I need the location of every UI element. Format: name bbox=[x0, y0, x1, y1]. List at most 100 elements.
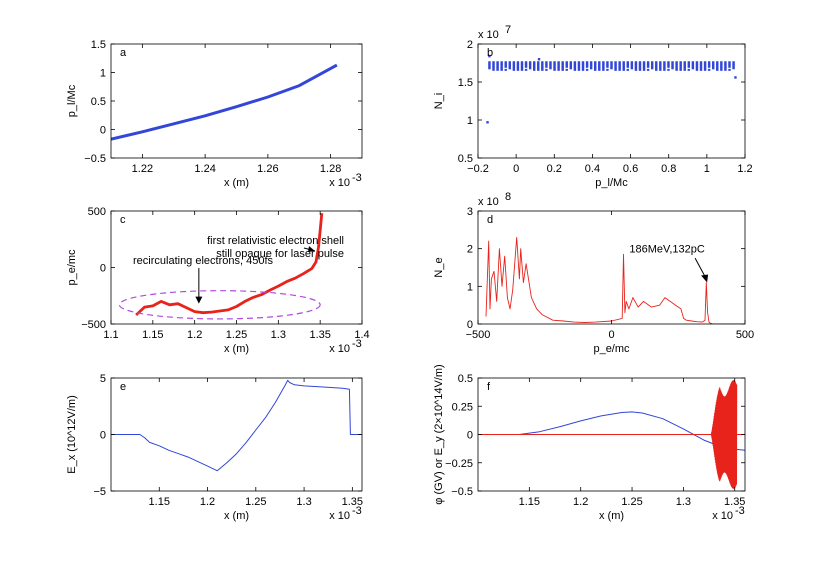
scatter-point bbox=[561, 65, 564, 68]
scatter-point bbox=[650, 67, 654, 70]
scatter-point bbox=[659, 61, 662, 64]
scatter-point bbox=[573, 61, 577, 64]
panel-label: d bbox=[487, 214, 493, 226]
scatter-point bbox=[585, 68, 589, 71]
scatter-point bbox=[687, 68, 691, 71]
scatter-point bbox=[716, 65, 719, 68]
scatter-point bbox=[695, 64, 699, 67]
scatter-point bbox=[691, 65, 695, 68]
scatter-point bbox=[675, 68, 678, 71]
scatter-point bbox=[569, 61, 573, 64]
scatter-point bbox=[671, 67, 674, 70]
ey-oscillation bbox=[710, 380, 738, 489]
scatter-point bbox=[532, 64, 536, 67]
scatter-point bbox=[634, 65, 638, 68]
series-line-f-0 bbox=[478, 411, 745, 451]
scatter-point bbox=[504, 68, 507, 71]
x-exponent-power: -3 bbox=[352, 172, 362, 184]
scatter-point bbox=[663, 62, 666, 65]
scatter-point bbox=[520, 64, 524, 67]
scatter-point bbox=[650, 62, 654, 65]
scatter-point bbox=[728, 65, 731, 68]
scatter-point bbox=[549, 64, 552, 67]
panel-f: 1.15 1.2 1.25 1.3 1.35 −0.5 −0.25 0 0.25 0.5 f x (m… bbox=[433, 364, 745, 522]
scatter-point bbox=[646, 64, 650, 67]
scatter-point bbox=[594, 62, 597, 65]
scatter-point bbox=[602, 68, 605, 71]
y-exponent: x 10 bbox=[478, 196, 499, 208]
scatter-point bbox=[638, 64, 642, 67]
scatter-point bbox=[622, 64, 625, 67]
scatter-point bbox=[699, 61, 703, 64]
scatter-point bbox=[614, 67, 617, 70]
scatter-point bbox=[638, 62, 642, 65]
scatter-point bbox=[642, 68, 646, 71]
scatter-point bbox=[610, 62, 613, 65]
scatter-point bbox=[581, 61, 585, 64]
scatter-point bbox=[561, 62, 564, 65]
scatter-point bbox=[496, 62, 499, 65]
scatter-point bbox=[549, 62, 552, 65]
scatter-point bbox=[557, 64, 560, 67]
annotation-text: first relativistic electron shell bbox=[207, 235, 344, 247]
scatter-point bbox=[589, 67, 593, 70]
scatter-point bbox=[602, 65, 605, 68]
scatter-point bbox=[667, 62, 670, 65]
scatter-point bbox=[614, 64, 617, 67]
panel-label: e bbox=[120, 381, 126, 393]
y-axis-label: N_i bbox=[433, 93, 445, 110]
scatter-point bbox=[528, 62, 532, 65]
scatter-point bbox=[561, 64, 564, 67]
scatter-point bbox=[699, 62, 703, 65]
scatter-point bbox=[646, 62, 650, 65]
y-tick-label: 0 bbox=[100, 430, 106, 442]
x-tick-label: 1.3 bbox=[296, 496, 311, 508]
scatter-point bbox=[732, 64, 735, 67]
scatter-point bbox=[642, 64, 646, 67]
x-tick-label: 0.4 bbox=[585, 163, 600, 175]
scatter-outlier bbox=[486, 121, 489, 124]
scatter-point bbox=[606, 68, 609, 71]
scatter-point bbox=[528, 65, 532, 68]
scatter-point bbox=[655, 65, 658, 68]
scatter-point bbox=[703, 68, 707, 71]
scatter-point bbox=[516, 64, 520, 67]
scatter-point bbox=[598, 62, 601, 65]
scatter-point bbox=[622, 62, 625, 65]
scatter-point bbox=[679, 68, 682, 71]
scatter-point bbox=[655, 64, 658, 67]
scatter-point bbox=[650, 65, 654, 68]
scatter-point bbox=[557, 65, 560, 68]
scatter-point bbox=[512, 68, 516, 71]
scatter-point bbox=[716, 64, 719, 67]
scatter-point bbox=[492, 62, 495, 65]
scatter-point bbox=[683, 65, 686, 68]
scatter-point bbox=[724, 65, 727, 68]
scatter-point bbox=[602, 67, 605, 70]
scatter-point bbox=[610, 67, 613, 70]
scatter-point bbox=[537, 68, 540, 71]
series-line-d-0 bbox=[485, 236, 745, 324]
scatter-point bbox=[577, 68, 581, 71]
y-tick-label: −0.5 bbox=[84, 153, 106, 165]
scatter-point bbox=[655, 61, 658, 64]
scatter-point bbox=[691, 62, 695, 65]
panel-c: 1.1 1.15 1.2 1.25 1.3 1.35 1.4 −500 0 500 c x (m) x … bbox=[66, 206, 370, 355]
scatter-point bbox=[626, 61, 629, 64]
scatter-point bbox=[537, 64, 540, 67]
scatter-point bbox=[541, 61, 544, 64]
scatter-point bbox=[545, 62, 548, 65]
scatter-point bbox=[602, 64, 605, 67]
scatter-point bbox=[557, 61, 560, 64]
x-axis-label: x (m) bbox=[224, 177, 249, 189]
scatter-point bbox=[561, 67, 564, 70]
scatter-point bbox=[626, 62, 629, 65]
y-tick-label: 5 bbox=[100, 373, 106, 385]
y-tick-label: 3 bbox=[467, 206, 473, 218]
scatter-point bbox=[683, 64, 686, 67]
scatter-point bbox=[520, 65, 524, 68]
scatter-point bbox=[532, 62, 536, 65]
scatter-point bbox=[699, 67, 703, 70]
scatter-point bbox=[703, 65, 707, 68]
